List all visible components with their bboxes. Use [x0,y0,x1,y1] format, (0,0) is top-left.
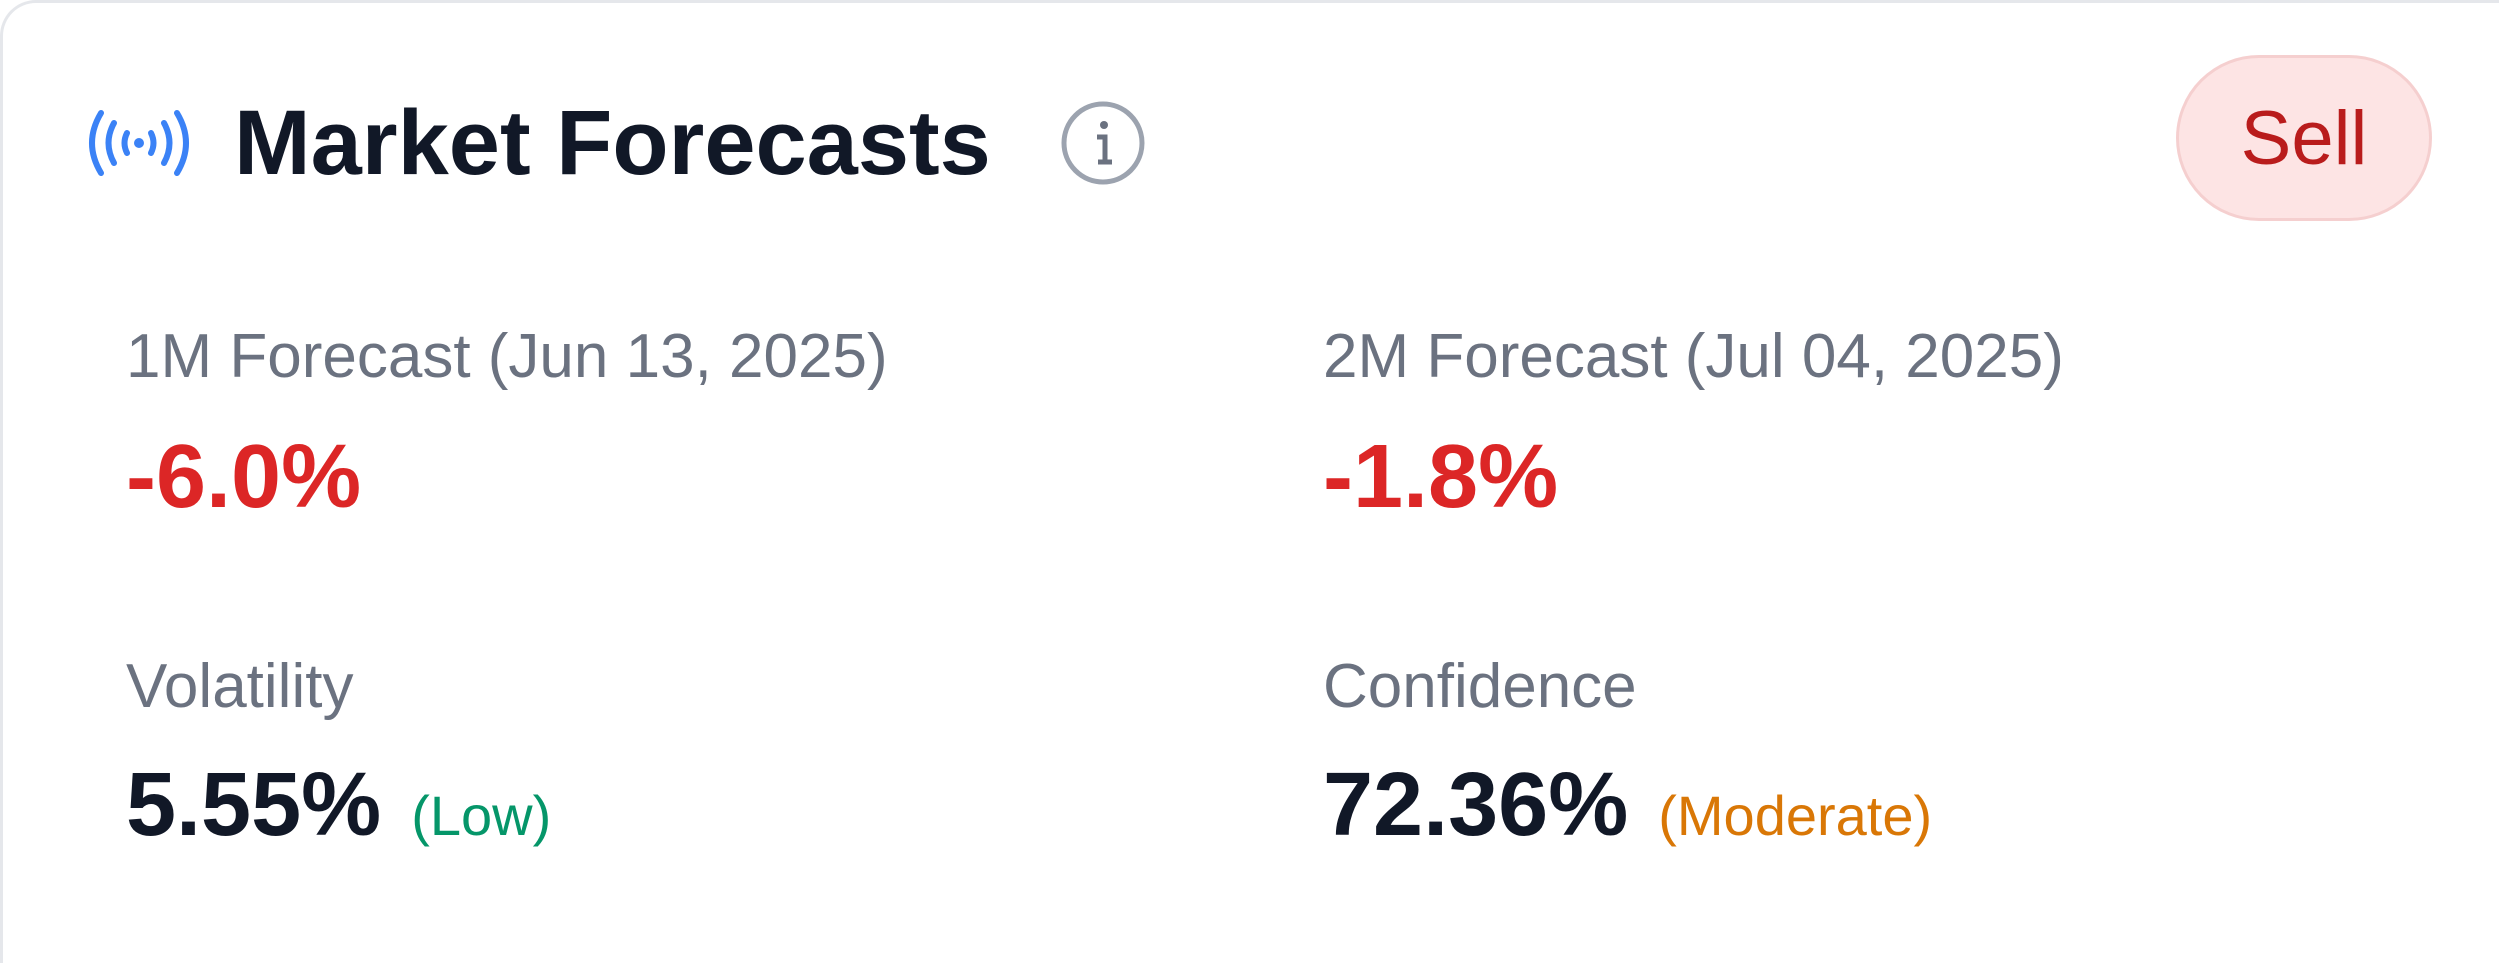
metric-label: 1M Forecast (Jun 13, 2025) [126,322,888,391]
metric-label: 2M Forecast (Jul 04, 2025) [1323,322,2064,391]
metric-value: 72.36% [1323,755,1629,855]
metric-row: 72.36% (Moderate) [1323,755,1932,866]
signal-badge: Sell [2176,55,2432,221]
metric-label: Confidence [1323,652,1637,721]
metric-rating: (Low) [411,784,552,847]
metric-rating: (Moderate) [1658,784,1933,847]
metric-value: 5.55% [126,755,382,855]
metric-value: -6.0% [126,427,362,527]
card-title: Market Forecasts [234,92,991,194]
metric-row: 5.55% (Low) [126,755,551,866]
metric-label: Volatility [126,652,354,721]
broadcast-icon [89,110,189,176]
metric-value: -1.8% [1323,427,1559,527]
info-icon[interactable] [1060,100,1146,186]
